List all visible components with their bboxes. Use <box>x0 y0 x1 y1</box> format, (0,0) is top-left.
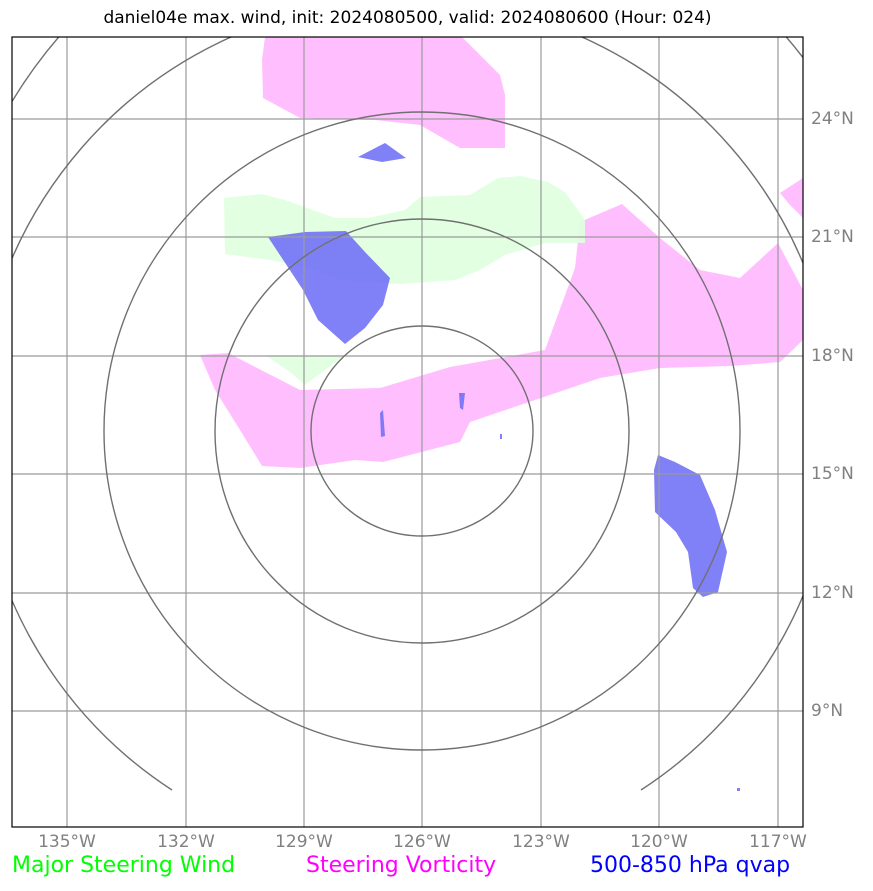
qvap-speck-3 <box>500 434 502 439</box>
map-frame <box>11 36 804 828</box>
legend-steering-vorticity: Steering Vorticity <box>306 853 497 878</box>
qvap-speck-1 <box>380 410 385 437</box>
qvap-speck-4 <box>737 788 740 791</box>
lat-label-9n: 9°N <box>811 701 844 721</box>
range-rings <box>12 37 803 791</box>
range-ring-3 <box>103 111 741 751</box>
steering-wind-area-north <box>224 176 585 284</box>
map-title: daniel04e max. wind, init: 2024080500, v… <box>103 8 712 28</box>
lat-label-12n: 12°N <box>811 583 854 603</box>
steering-wind-area-south <box>265 355 345 385</box>
vorticity-area-north <box>262 37 505 148</box>
range-ring-1 <box>310 325 534 537</box>
lon-label-135w: 135°W <box>38 832 96 852</box>
vorticity-area-central-band <box>200 204 803 468</box>
legend-major-steering-wind: Major Steering Wind <box>12 853 236 878</box>
lat-label-21n: 21°N <box>811 227 854 247</box>
steering-vorticity-areas <box>200 37 803 468</box>
lon-label-132w: 132°W <box>157 832 215 852</box>
lon-label-123w: 123°W <box>512 832 570 852</box>
lat-label-15n: 15°N <box>811 464 854 484</box>
lon-label-126w: 126°W <box>393 832 451 852</box>
qvap-speck-2 <box>459 393 465 410</box>
legend-qvap: 500-850 hPa qvap <box>590 853 791 878</box>
qvap-area-east <box>654 455 727 597</box>
map-gridlines <box>12 37 803 827</box>
qvap-areas <box>268 143 740 791</box>
qvap-area-north-small <box>358 143 406 162</box>
qvap-area-west <box>268 231 390 344</box>
vorticity-area-east-edge <box>780 178 803 218</box>
lon-label-129w: 129°W <box>275 832 333 852</box>
range-ring-2 <box>214 218 630 644</box>
lat-label-18n: 18°N <box>811 346 854 366</box>
lon-label-117w: 117°W <box>749 832 807 852</box>
lon-label-120w: 120°W <box>630 832 688 852</box>
lat-label-24n: 24°N <box>811 109 854 129</box>
